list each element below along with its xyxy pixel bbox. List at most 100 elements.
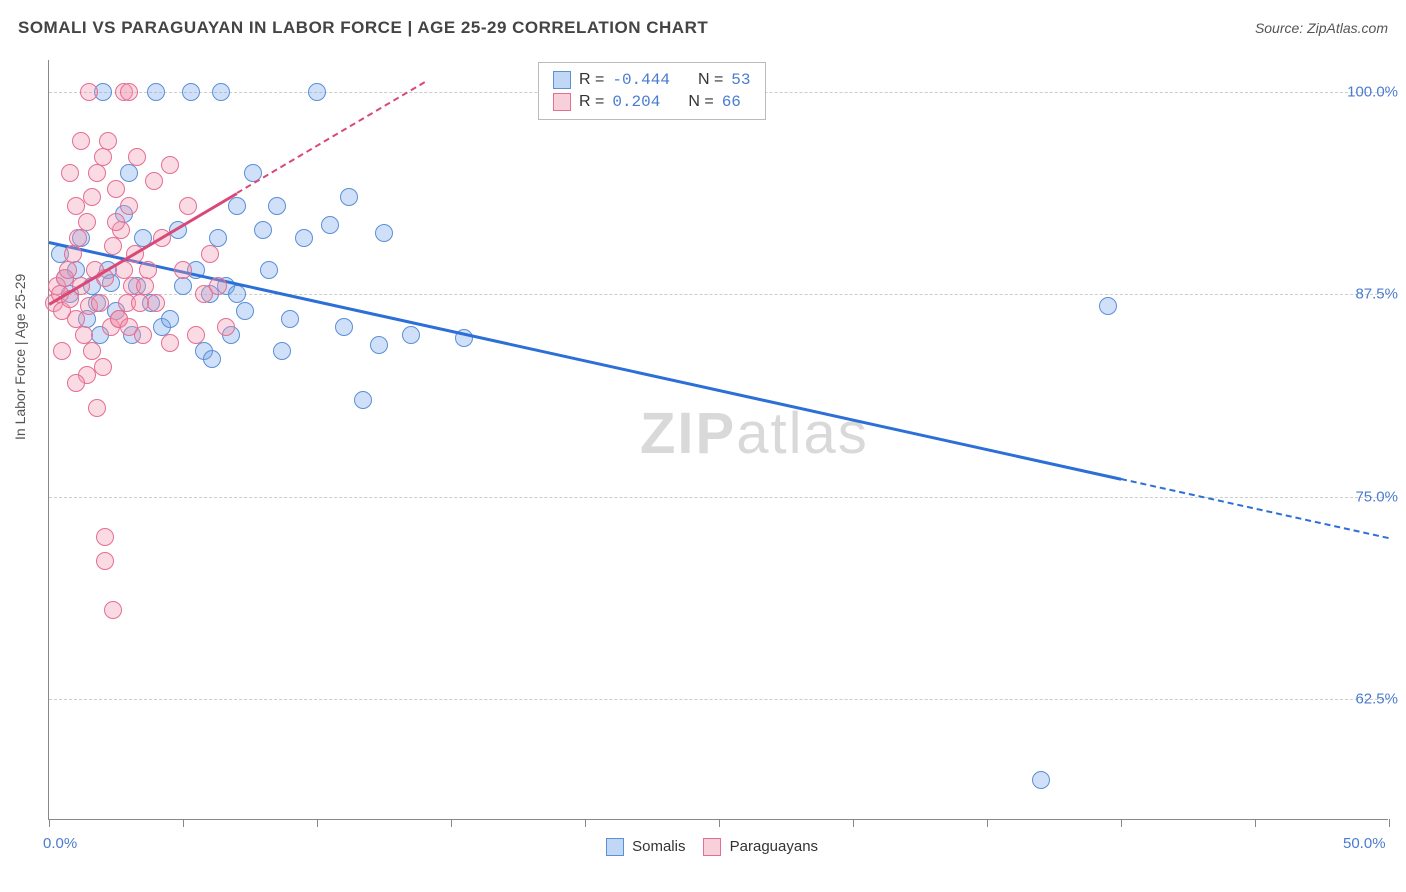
data-point: [335, 318, 353, 336]
correlation-legend: R = -0.444 N = 53 R = 0.204 N = 66: [538, 62, 766, 120]
y-tick-label: 75.0%: [1355, 488, 1398, 505]
data-point: [203, 350, 221, 368]
data-point: [254, 221, 272, 239]
data-point: [182, 83, 200, 101]
data-point: [187, 326, 205, 344]
y-tick-label: 62.5%: [1355, 690, 1398, 707]
data-point: [78, 213, 96, 231]
x-tick: [451, 819, 452, 827]
legend-r-value: 0.204: [612, 93, 660, 111]
x-tick-label: 50.0%: [1343, 835, 1386, 852]
data-point: [99, 132, 117, 150]
data-point: [139, 261, 157, 279]
data-point: [375, 224, 393, 242]
data-point: [209, 229, 227, 247]
data-point: [174, 261, 192, 279]
data-point: [67, 197, 85, 215]
data-point: [91, 294, 109, 312]
data-point: [145, 172, 163, 190]
data-point: [273, 342, 291, 360]
x-tick: [585, 819, 586, 827]
legend-n-value: 66: [722, 93, 741, 111]
legend-r-value: -0.444: [612, 71, 670, 89]
source-label: Source: ZipAtlas.com: [1255, 20, 1388, 36]
data-point: [107, 213, 125, 231]
data-point: [147, 83, 165, 101]
data-point: [147, 294, 165, 312]
legend-series-label: Somalis: [628, 838, 686, 855]
legend-swatch: [606, 838, 624, 856]
data-point: [94, 358, 112, 376]
data-point: [53, 342, 71, 360]
data-point: [201, 245, 219, 263]
data-point: [64, 245, 82, 263]
title-bar: SOMALI VS PARAGUAYAN IN LABOR FORCE | AG…: [18, 18, 1388, 38]
data-point: [120, 164, 138, 182]
y-tick-label: 100.0%: [1347, 84, 1398, 101]
x-tick: [183, 819, 184, 827]
data-point: [120, 83, 138, 101]
data-point: [120, 197, 138, 215]
plot-area: [48, 60, 1388, 820]
data-point: [72, 132, 90, 150]
data-point: [94, 148, 112, 166]
data-point: [209, 277, 227, 295]
data-point: [80, 83, 98, 101]
data-point: [281, 310, 299, 328]
x-tick: [853, 819, 854, 827]
gridline: [49, 497, 1388, 498]
data-point: [354, 391, 372, 409]
data-point: [321, 216, 339, 234]
data-point: [1032, 771, 1050, 789]
legend-n-value: 53: [731, 71, 750, 89]
legend-r-label: R =: [579, 93, 604, 111]
data-point: [88, 399, 106, 417]
data-point: [136, 277, 154, 295]
data-point: [370, 336, 388, 354]
data-point: [69, 229, 87, 247]
data-point: [83, 188, 101, 206]
data-point: [107, 180, 125, 198]
x-tick-label: 0.0%: [43, 835, 77, 852]
gridline: [49, 294, 1388, 295]
legend-swatch: [553, 71, 571, 89]
y-axis-label: In Labor Force | Age 25-29: [12, 274, 28, 440]
x-tick: [49, 819, 50, 827]
legend-row: R =-0.444N =53: [553, 69, 751, 91]
data-point: [295, 229, 313, 247]
chart-container: SOMALI VS PARAGUAYAN IN LABOR FORCE | AG…: [0, 0, 1406, 892]
data-point: [174, 277, 192, 295]
data-point: [179, 197, 197, 215]
data-point: [96, 552, 114, 570]
trend-line-extrapolated: [1121, 478, 1389, 539]
data-point: [1099, 297, 1117, 315]
data-point: [59, 261, 77, 279]
y-tick-label: 87.5%: [1355, 286, 1398, 303]
data-point: [217, 318, 235, 336]
data-point: [83, 342, 101, 360]
trend-line-extrapolated: [236, 81, 425, 193]
data-point: [228, 197, 246, 215]
legend-n-label: N =: [688, 93, 713, 111]
legend-swatch: [703, 838, 721, 856]
legend-r-label: R =: [579, 71, 604, 89]
x-tick: [1255, 819, 1256, 827]
data-point: [161, 156, 179, 174]
data-point: [402, 326, 420, 344]
data-point: [61, 164, 79, 182]
series-legend: Somalis Paraguayans: [0, 838, 1406, 856]
data-point: [340, 188, 358, 206]
data-point: [268, 197, 286, 215]
x-tick: [317, 819, 318, 827]
gridline: [49, 699, 1388, 700]
data-point: [131, 294, 149, 312]
data-point: [260, 261, 278, 279]
legend-row: R = 0.204 N = 66: [553, 91, 751, 113]
data-point: [128, 148, 146, 166]
data-point: [308, 83, 326, 101]
data-point: [236, 302, 254, 320]
data-point: [212, 83, 230, 101]
legend-series-label: Paraguayans: [725, 838, 818, 855]
data-point: [120, 318, 138, 336]
data-point: [104, 237, 122, 255]
